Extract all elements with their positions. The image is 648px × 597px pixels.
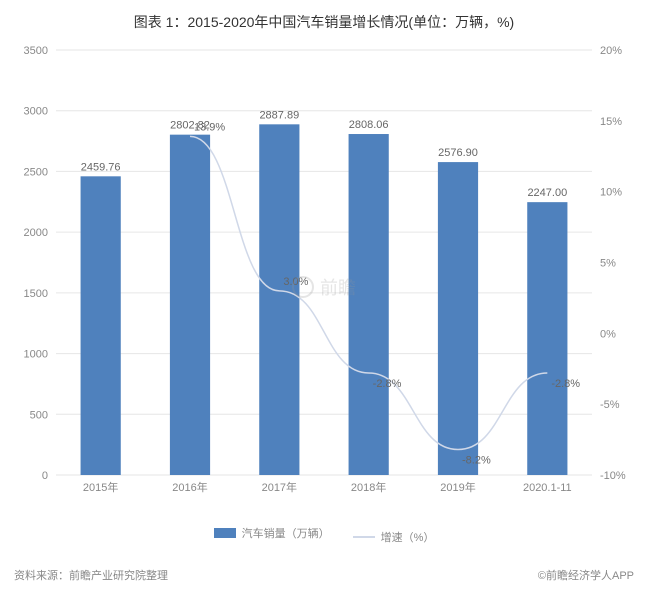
right-axis-tick: -10% — [600, 470, 626, 482]
left-axis-tick: 3500 — [24, 45, 48, 57]
chart-plot-area: 0500100015002000250030003500-10%-5%0%5%1… — [50, 50, 598, 505]
line-value-label: -2.8% — [551, 378, 580, 390]
line-value-label: 13.9% — [194, 121, 225, 133]
chart-title: 图表 1：2015-2020年中国汽车销量增长情况(单位：万辆，%) — [0, 0, 648, 32]
right-axis-tick: -5% — [600, 399, 620, 411]
category-label: 2018年 — [351, 480, 386, 494]
bar — [170, 135, 210, 475]
legend-line-swatch — [353, 536, 375, 538]
left-axis-tick: 2500 — [24, 166, 48, 178]
bar-value-label: 2459.76 — [81, 161, 121, 173]
legend-bar-swatch — [214, 528, 236, 538]
category-label: 2020.1-11 — [523, 482, 572, 494]
footer-source: 资料来源：前瞻产业研究院整理 — [14, 567, 168, 583]
legend-bar: 汽车销量（万辆） — [214, 525, 330, 541]
bar — [259, 124, 299, 475]
left-axis-tick: 1000 — [24, 349, 48, 361]
right-axis-tick: 10% — [600, 187, 622, 199]
bar — [349, 134, 389, 475]
bar-value-label: 2247.00 — [527, 187, 567, 199]
line-value-label: -2.8% — [373, 378, 402, 390]
footer-copyright: ©前瞻经济学人APP — [538, 567, 634, 583]
right-axis-tick: 0% — [600, 328, 616, 340]
bar-value-label: 2576.90 — [438, 147, 478, 159]
category-label: 2015年 — [83, 480, 118, 494]
right-axis-tick: 20% — [600, 45, 622, 57]
chart-container: 图表 1：2015-2020年中国汽车销量增长情况(单位：万辆，%) 05001… — [0, 0, 648, 597]
left-axis-tick: 500 — [30, 409, 48, 421]
line-value-label: 3.0% — [283, 276, 308, 288]
bar — [438, 162, 478, 475]
category-label: 2017年 — [262, 480, 297, 494]
legend-line-label: 增速（%） — [381, 529, 435, 545]
left-axis-tick: 1500 — [24, 288, 48, 300]
chart-svg: 0500100015002000250030003500-10%-5%0%5%1… — [50, 50, 598, 505]
bar-value-label: 2808.06 — [349, 119, 389, 131]
bar — [527, 202, 567, 475]
line-value-label: -8.2% — [462, 455, 491, 467]
bar — [81, 176, 121, 475]
legend-bar-label: 汽车销量（万辆） — [242, 525, 330, 541]
legend: 汽车销量（万辆） 增速（%） — [0, 525, 648, 545]
left-axis-tick: 0 — [42, 470, 48, 482]
category-label: 2019年 — [440, 480, 475, 494]
category-label: 2016年 — [172, 480, 207, 494]
footer: 资料来源：前瞻产业研究院整理 ©前瞻经济学人APP — [14, 567, 634, 583]
bar-value-label: 2887.89 — [259, 109, 299, 121]
right-axis-tick: 5% — [600, 258, 616, 270]
legend-line: 增速（%） — [353, 529, 435, 545]
left-axis-tick: 3000 — [24, 106, 48, 118]
left-axis-tick: 2000 — [24, 227, 48, 239]
right-axis-tick: 15% — [600, 116, 622, 128]
